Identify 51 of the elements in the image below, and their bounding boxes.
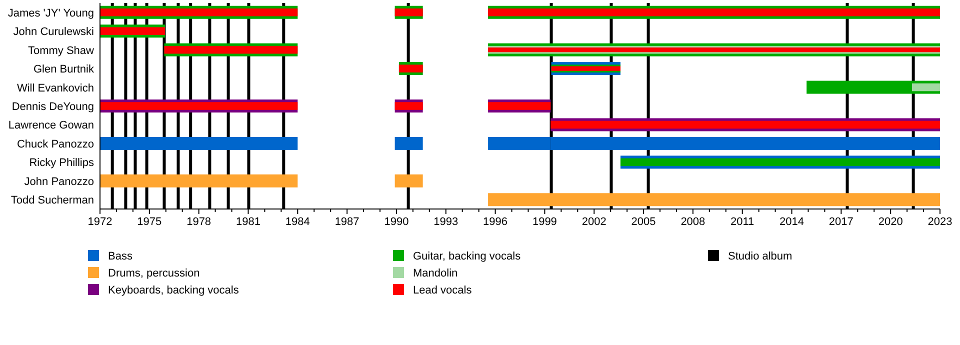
bar <box>394 136 423 150</box>
y-tick-label: Will Evankovich <box>16 82 94 94</box>
bar <box>394 102 423 110</box>
bar <box>100 27 166 35</box>
legend-label: Mandolin <box>413 268 458 280</box>
bar <box>100 174 298 188</box>
bar <box>164 46 298 54</box>
bar <box>398 64 423 72</box>
y-tick-label: Lawrence Gowan <box>8 120 94 132</box>
x-tick-label: 2020 <box>878 216 903 228</box>
bar <box>100 102 298 110</box>
x-tick-label: 2023 <box>928 216 952 228</box>
bar <box>100 136 298 150</box>
x-tick-label: 2017 <box>828 216 854 228</box>
x-tick-label: 1975 <box>137 216 162 228</box>
x-tick-label: 1972 <box>88 216 112 228</box>
x-tick-label: 1981 <box>236 216 260 228</box>
legend-label: Guitar, backing vocals <box>413 250 522 262</box>
y-tick-label: Todd Sucherman <box>10 194 94 207</box>
y-tick-label: Dennis DeYoung <box>12 101 94 113</box>
bar <box>488 193 940 206</box>
y-tick-label: Ricky Phillips <box>29 157 94 170</box>
bar <box>488 102 551 110</box>
legend-label: Keyboards, backing vocals <box>108 284 240 296</box>
legend-label: Lead vocals <box>413 284 472 296</box>
legend-label: Bass <box>108 250 133 262</box>
legend-label: Studio album <box>728 250 792 262</box>
bar <box>912 83 940 92</box>
x-tick-label: 1978 <box>186 216 212 228</box>
x-tick-label: 2011 <box>730 216 754 228</box>
y-tick-label: John Curulewski <box>13 26 94 38</box>
bar <box>394 174 423 188</box>
y-tick-label: Chuck Panozzo <box>16 138 94 150</box>
x-tick-label: 2014 <box>780 216 804 228</box>
y-tick-label: Tommy Shaw <box>28 44 94 57</box>
y-tick-label: James 'JY' Young <box>8 7 94 20</box>
x-tick-label: 1993 <box>434 216 458 228</box>
x-tick-label: 1987 <box>334 216 360 228</box>
legend-label: Drums, percussion <box>108 268 200 280</box>
x-tick-label: 1990 <box>384 216 409 228</box>
bar <box>100 8 298 16</box>
x-tick-label: 1984 <box>285 216 310 228</box>
y-tick-label: Glen Burtnik <box>33 64 94 76</box>
x-tick-label: 1996 <box>483 216 508 228</box>
x-tick-label: 2005 <box>631 216 656 228</box>
bar <box>550 120 940 129</box>
x-tick-label: 2002 <box>582 216 606 228</box>
x-tick-label: 2008 <box>680 216 706 228</box>
x-tick-label: 1999 <box>532 216 557 228</box>
bar <box>488 8 940 16</box>
y-tick-label: John Panozzo <box>24 176 94 188</box>
